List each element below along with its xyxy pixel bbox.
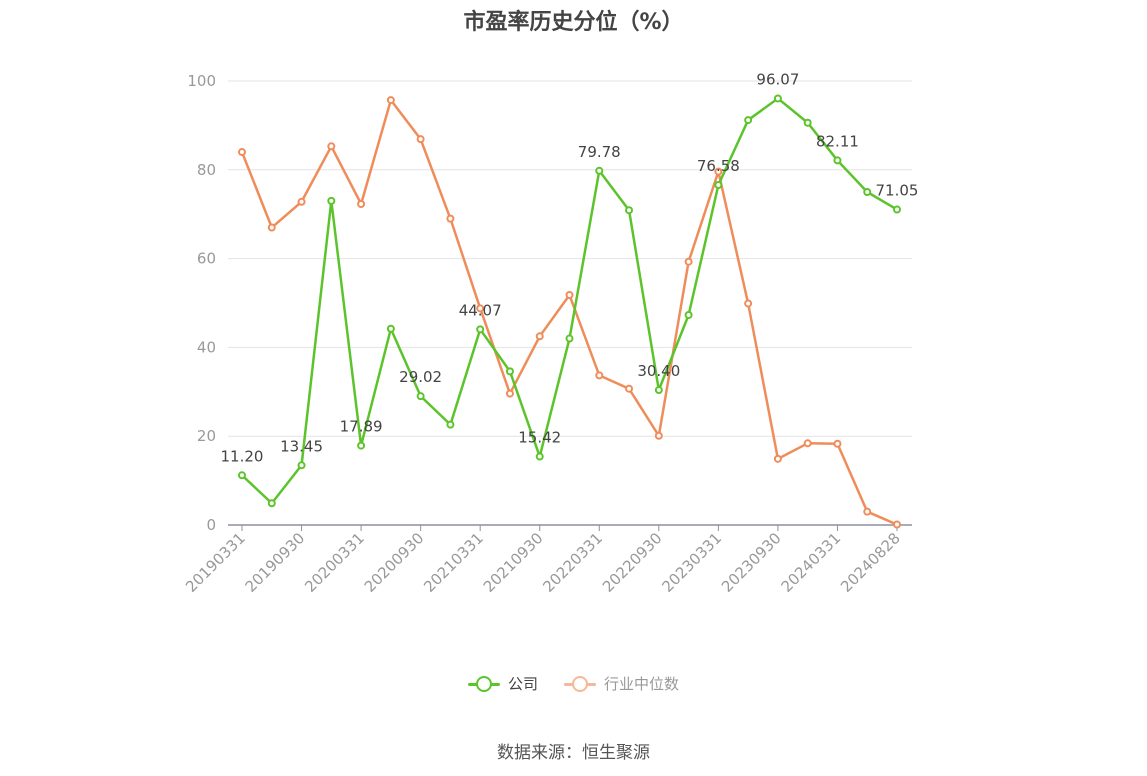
data-point-company xyxy=(416,392,425,401)
x-tick-label: 20220331 xyxy=(539,529,606,596)
series-line-industry xyxy=(240,98,898,526)
x-tick-label: 20200331 xyxy=(301,529,368,596)
data-point-industry xyxy=(565,291,574,300)
x-tick-label: 20210331 xyxy=(420,529,487,596)
data-point-company xyxy=(803,118,812,127)
y-tick-label: 40 xyxy=(197,338,216,356)
data-point-industry xyxy=(833,439,842,448)
axes: 0 20 40 60 80 100 2019033120190930202003312020… xyxy=(182,72,912,596)
y-tick-label: 20 xyxy=(197,427,216,445)
data-point-industry xyxy=(386,96,395,105)
data-point-industry xyxy=(714,167,723,176)
data-label: 76.58 xyxy=(697,157,740,175)
data-point-industry xyxy=(297,197,306,206)
data-point-industry xyxy=(446,214,455,223)
data-point-industry xyxy=(625,384,634,393)
data-point-company xyxy=(565,334,574,343)
data-point-industry xyxy=(267,223,276,232)
x-tick-label: 20200930 xyxy=(361,529,428,596)
data-label: 96.07 xyxy=(756,70,799,88)
data-point-company xyxy=(505,367,514,376)
data-point-company xyxy=(684,310,693,319)
data-label: 71.05 xyxy=(876,182,919,200)
y-tick-label: 60 xyxy=(197,250,216,268)
data-point-industry xyxy=(238,148,246,157)
data-point-company xyxy=(386,324,395,333)
data-point-company xyxy=(238,471,246,480)
data-label: 29.02 xyxy=(399,368,442,386)
data-point-industry xyxy=(863,507,872,516)
data-point-company xyxy=(744,116,753,125)
data-point-company xyxy=(535,452,544,461)
x-tick-label: 20190331 xyxy=(182,529,249,596)
data-point-company xyxy=(833,156,842,165)
data-source: 数据来源：恒生聚源 xyxy=(497,743,650,763)
chart-title: 市盈率历史分位（%） xyxy=(463,10,684,35)
data-label: 44.07 xyxy=(459,301,502,319)
y-tick-label: 100 xyxy=(187,72,216,90)
y-tick-label: 80 xyxy=(197,161,216,179)
data-point-company xyxy=(327,196,336,205)
legend-item-industry[interactable]: 行业中位数 xyxy=(564,673,679,694)
legend-company-marker xyxy=(467,674,500,694)
data-point-industry xyxy=(654,431,663,440)
data-point-industry xyxy=(327,142,336,151)
data-label: 13.45 xyxy=(280,437,323,455)
y-tick-label: 0 xyxy=(206,516,216,534)
data-point-industry xyxy=(773,454,782,463)
data-labels: 11.20 13.45 17.89 29.02 44.07 15.42 79.78 30.40… xyxy=(221,70,919,465)
data-point-industry xyxy=(595,371,604,380)
data-point-industry xyxy=(535,332,544,341)
legend-item-company[interactable]: 公司 xyxy=(467,673,538,694)
data-point-industry xyxy=(476,304,485,313)
data-point-industry xyxy=(416,135,425,144)
data-point-industry xyxy=(684,257,693,266)
series-line-company xyxy=(241,97,898,505)
x-tick-label: 20210930 xyxy=(480,529,547,596)
data-point-industry xyxy=(505,389,514,398)
legend-company-label: 公司 xyxy=(507,675,538,693)
data-label: 82.11 xyxy=(816,132,859,150)
data-point-company xyxy=(654,386,663,395)
data-point-company xyxy=(595,166,604,175)
data-point-company xyxy=(476,325,485,334)
data-point-company xyxy=(297,461,306,470)
x-tick-label: 20240828 xyxy=(837,529,904,596)
data-point-industry xyxy=(744,299,753,308)
data-point-industry xyxy=(893,520,901,529)
x-tick-label: 20190930 xyxy=(242,529,309,596)
x-tick-label: 20220930 xyxy=(599,529,666,596)
data-point-company xyxy=(773,94,782,103)
legend-industry-marker xyxy=(564,674,596,694)
data-label: 17.89 xyxy=(340,418,383,436)
legend-industry-label: 行业中位数 xyxy=(604,675,680,693)
data-label: 11.20 xyxy=(221,447,264,465)
data-label: 79.78 xyxy=(578,143,621,161)
x-tick-label: 20230331 xyxy=(658,529,725,596)
data-point-company xyxy=(625,206,634,215)
data-point-industry xyxy=(803,439,812,448)
data-label: 30.40 xyxy=(637,362,680,380)
x-tick-label: 20230930 xyxy=(718,529,785,596)
series xyxy=(238,94,901,529)
data-point-company xyxy=(863,188,872,196)
legend: 公司 行业中位数 xyxy=(0,673,1147,694)
data-point-company xyxy=(893,205,901,214)
data-point-industry xyxy=(357,199,366,208)
data-point-company xyxy=(446,420,455,429)
grid-lines xyxy=(228,80,912,437)
data-point-company xyxy=(714,180,723,189)
data-point-company xyxy=(267,499,276,508)
data-point-company xyxy=(357,441,366,450)
data-label: 15.42 xyxy=(518,429,561,447)
x-tick-label: 20240331 xyxy=(778,529,845,596)
